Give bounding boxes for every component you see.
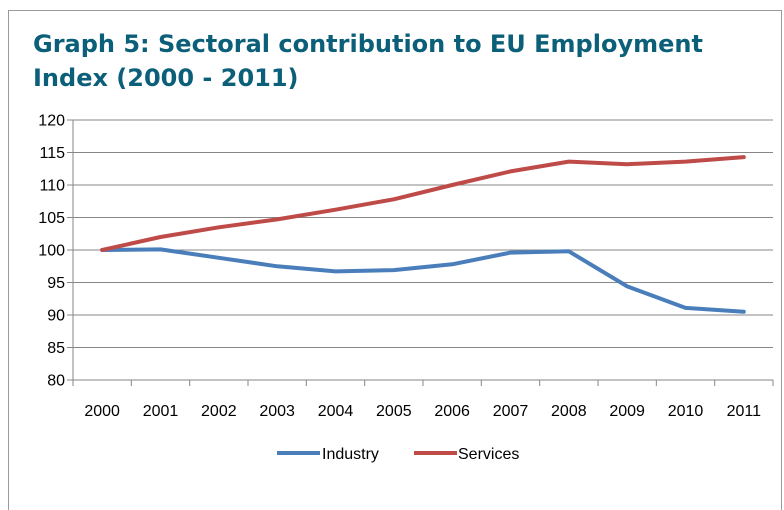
y-tick-label: 80 — [47, 373, 65, 390]
x-tick-label: 2005 — [376, 403, 412, 420]
y-tick-label: 90 — [47, 308, 65, 325]
chart-title: Graph 5: Sectoral contribution to EU Emp… — [33, 30, 703, 92]
x-tick-label: 2002 — [201, 403, 237, 420]
y-tick-label: 95 — [47, 275, 65, 292]
series-line-services — [100, 155, 746, 252]
y-tick-label: 105 — [38, 210, 65, 227]
x-tick-label: 2007 — [493, 403, 529, 420]
chart-frame — [8, 10, 782, 510]
legend-label-services: Services — [458, 446, 519, 463]
x-tick-label: 2008 — [551, 403, 587, 420]
y-tick-label: 110 — [39, 178, 65, 195]
y-tick-label: 85 — [47, 340, 65, 357]
x-tick-label: 2009 — [609, 403, 645, 420]
x-tick-label: 2011 — [727, 403, 762, 420]
series-line-industry — [100, 247, 746, 314]
y-tick-label: 100 — [38, 243, 65, 260]
y-tick-label: 115 — [39, 145, 65, 162]
x-tick-label: 2003 — [259, 403, 295, 420]
x-tick-label: 2010 — [668, 403, 704, 420]
legend-label-industry: Industry — [322, 446, 379, 463]
line-chart: 80 85 90 95 100 105 110 115 120 2000 2001 2002 2003 2… — [38, 113, 774, 463]
y-tick-label: 120 — [38, 113, 65, 130]
x-tick-label: 2001 — [143, 403, 179, 420]
x-tick-label: 2006 — [434, 403, 470, 420]
x-tick-label: 2000 — [84, 403, 120, 420]
x-tick-label: 2004 — [318, 403, 354, 420]
